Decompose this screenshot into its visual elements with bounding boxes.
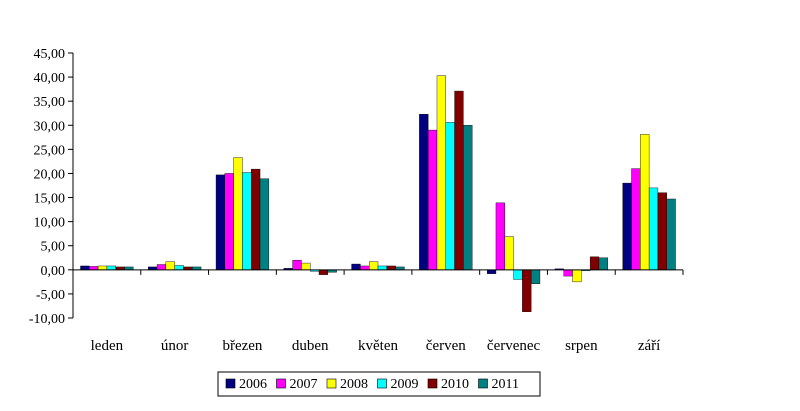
bar (486, 269, 497, 274)
bar (301, 262, 311, 271)
bar (631, 168, 641, 271)
bar (369, 261, 379, 271)
bar (666, 198, 676, 271)
category-label: červen (426, 338, 466, 354)
bar (386, 265, 396, 271)
y-tick-label: 5,00 (41, 240, 66, 255)
bar (251, 168, 261, 271)
y-tick-label: 0,00 (41, 264, 66, 279)
legend-label: 2007 (290, 377, 318, 392)
legend-label: 2008 (340, 377, 368, 392)
y-tick-label: 15,00 (34, 192, 66, 207)
bar (318, 269, 329, 275)
y-tick-label: 25,00 (34, 143, 66, 158)
bar (598, 257, 608, 271)
bar (351, 263, 361, 271)
bar (80, 265, 90, 271)
bar (360, 265, 370, 271)
legend-swatch (326, 378, 337, 389)
legend-swatch (276, 378, 286, 389)
category-label: květen (358, 338, 398, 354)
legend: 2006 2007 2008 2009 2010 2011 (217, 371, 541, 397)
category-label: červenec (487, 338, 541, 354)
legend-label: 2009 (391, 377, 419, 392)
category-label: srpen (565, 338, 598, 354)
plot-area: -10,00 -5,00 0,00 5,00 10,00 15,00 20,00 25,00 3… (29, 47, 684, 354)
bar (463, 125, 473, 271)
y-tick-label: -5,00 (36, 288, 65, 303)
bar (156, 264, 167, 271)
bar (504, 236, 514, 271)
bar (495, 202, 505, 271)
y-tick-label: 30,00 (34, 119, 66, 134)
bar (89, 266, 99, 271)
legend-swatch (427, 378, 438, 389)
bar (622, 182, 632, 271)
category-label: březen (222, 338, 262, 354)
bar (454, 90, 464, 271)
bar (97, 265, 108, 271)
legend-swatch (377, 378, 387, 389)
category-label: leden (91, 338, 124, 354)
bar (445, 122, 455, 271)
bar (436, 75, 446, 271)
legend-label: 2010 (441, 377, 469, 392)
bar (530, 269, 541, 284)
y-tick-label: 35,00 (34, 95, 66, 110)
legend-label: 2011 (492, 377, 519, 392)
bar (377, 265, 388, 271)
bar (640, 134, 650, 271)
bar (242, 172, 252, 271)
bar (174, 265, 184, 271)
bar (419, 113, 429, 271)
bar (513, 269, 523, 280)
bar (572, 269, 582, 283)
bar (522, 269, 532, 312)
bar (657, 192, 667, 271)
category-label: září (638, 338, 660, 354)
bar (165, 261, 175, 271)
category-label: únor (161, 338, 189, 354)
y-tick-label: 45,00 (34, 47, 66, 62)
bar (427, 129, 438, 271)
bar (292, 259, 302, 271)
bar (563, 269, 573, 277)
y-tick-label: -10,00 (29, 312, 65, 327)
legend-label: 2006 (239, 377, 267, 392)
bar (224, 173, 234, 271)
bar (233, 157, 243, 271)
bar (215, 174, 226, 271)
y-tick-label: 40,00 (34, 71, 66, 86)
bar (648, 187, 659, 271)
bar (259, 178, 270, 271)
legend-swatch (478, 378, 488, 389)
bar (589, 256, 600, 271)
bar (106, 265, 116, 271)
y-tick-label: 20,00 (34, 167, 66, 182)
category-label: duben (292, 338, 329, 354)
legend-swatch (225, 378, 236, 389)
y-tick-label: 10,00 (34, 216, 66, 231)
